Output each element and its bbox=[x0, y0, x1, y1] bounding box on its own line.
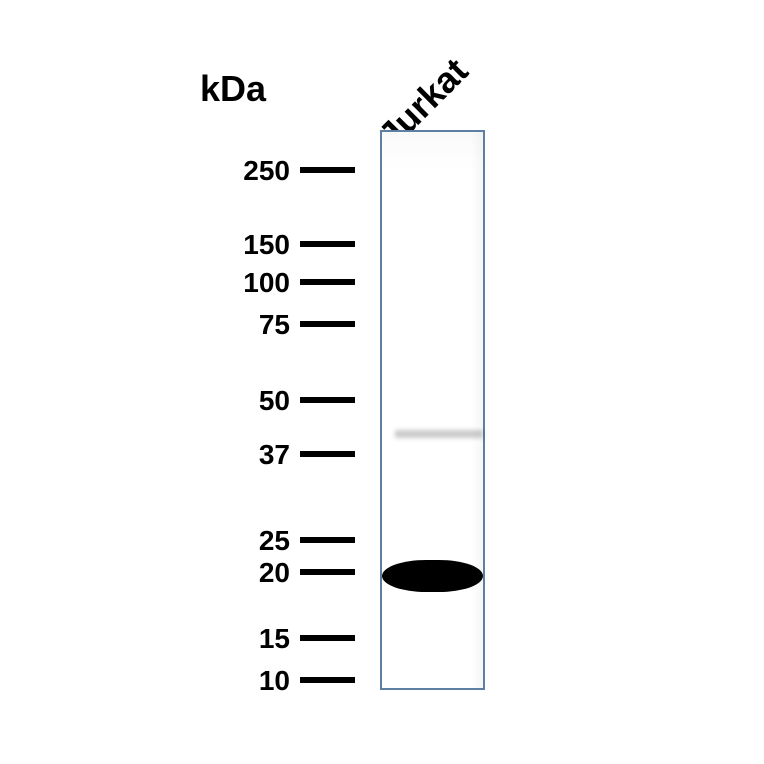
marker-label: 25 bbox=[210, 525, 290, 557]
marker-label: 150 bbox=[210, 229, 290, 261]
kda-header-label: kDa bbox=[200, 68, 266, 110]
marker-label: 15 bbox=[210, 623, 290, 655]
marker-tick bbox=[300, 635, 355, 641]
band-faint bbox=[395, 430, 483, 438]
band-main bbox=[382, 560, 483, 592]
marker-label: 250 bbox=[210, 155, 290, 187]
lane-shading-top bbox=[382, 132, 483, 172]
marker-tick bbox=[300, 321, 355, 327]
marker-label: 75 bbox=[210, 309, 290, 341]
marker-tick bbox=[300, 167, 355, 173]
lane-box bbox=[380, 130, 485, 690]
marker-tick bbox=[300, 537, 355, 543]
marker-tick bbox=[300, 569, 355, 575]
marker-tick bbox=[300, 451, 355, 457]
marker-label: 20 bbox=[210, 557, 290, 589]
marker-label: 50 bbox=[210, 385, 290, 417]
marker-label: 10 bbox=[210, 665, 290, 697]
marker-tick bbox=[300, 279, 355, 285]
western-blot-figure: kDa Jurkat 250 150 100 75 50 37 25 20 15… bbox=[0, 0, 764, 764]
marker-tick bbox=[300, 677, 355, 683]
marker-tick bbox=[300, 397, 355, 403]
marker-label: 37 bbox=[210, 439, 290, 471]
lane-shading-right bbox=[471, 132, 483, 688]
marker-tick bbox=[300, 241, 355, 247]
marker-label: 100 bbox=[210, 267, 290, 299]
